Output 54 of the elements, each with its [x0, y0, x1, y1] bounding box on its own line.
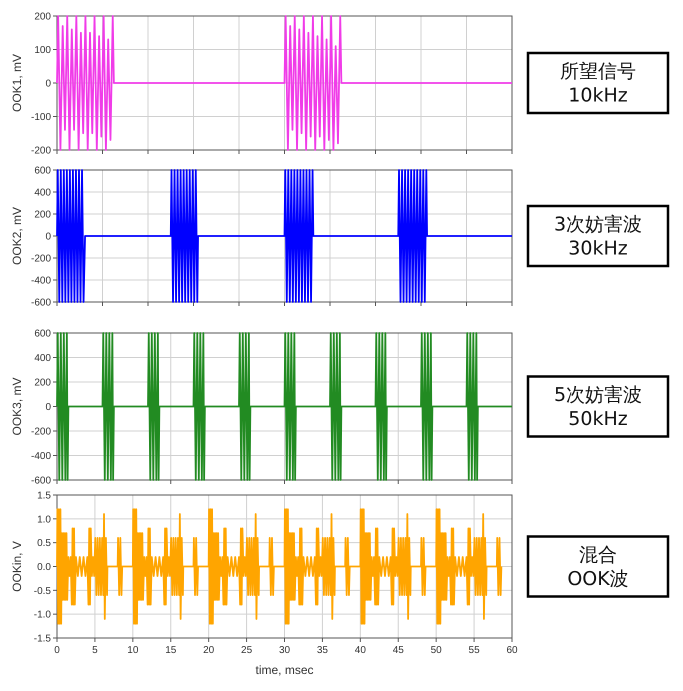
y-axis-title: OOK2, mV: [10, 206, 24, 266]
y-tick-label: 200: [34, 378, 52, 388]
y-tick-label: 0.0: [37, 562, 52, 573]
line-series: [56, 508, 502, 625]
text: 30kHz: [568, 238, 628, 260]
x-tick-label: 55: [468, 645, 480, 656]
y-tick-label: -400: [30, 451, 52, 462]
y-tick-label: -200: [30, 146, 52, 156]
y-tick-label: -600: [30, 298, 52, 308]
x-tick-label: 20: [203, 645, 215, 656]
line-series: [56, 15, 513, 151]
text: 3次妨害波: [554, 214, 642, 236]
text: 50kHz: [568, 408, 628, 430]
x-tick-label: 30: [278, 645, 290, 656]
y-tick-label: 200: [34, 210, 52, 220]
x-tick-label: 50: [430, 645, 442, 656]
x-tick-label: 5: [92, 645, 98, 656]
y-tick-label: 100: [34, 45, 52, 56]
x-axis-title: time, msec: [255, 663, 314, 677]
x-tick-label: 10: [127, 645, 139, 656]
y-axis-title: OOKin, V: [10, 541, 24, 592]
y-tick-label: 200: [34, 12, 52, 22]
x-tick-label: 45: [392, 645, 404, 656]
text: 5次妨害波: [554, 384, 642, 406]
y-tick-label: 400: [34, 353, 52, 364]
text: OOK波: [567, 568, 629, 590]
y-tick-label: 600: [34, 328, 52, 340]
y-tick-label: -1.0: [34, 610, 52, 621]
y-tick-label: -0.5: [34, 586, 52, 597]
x-tick-label: 35: [316, 645, 328, 656]
text: 混合: [579, 544, 617, 566]
y-tick-label: 0: [45, 232, 52, 242]
y-tick-label: 1.5: [37, 490, 52, 502]
y-tick-label: -100: [30, 112, 52, 123]
text: 所望信号: [560, 60, 636, 83]
x-tick-label: 15: [165, 645, 177, 656]
y-tick-label: 1.0: [37, 514, 52, 526]
text: 10kHz: [568, 84, 628, 107]
x-tick-label: 25: [241, 645, 253, 656]
y-tick-label: 600: [34, 166, 52, 176]
y-tick-label: 0: [45, 402, 52, 413]
x-tick-label: 40: [354, 645, 366, 656]
y-tick-label: -200: [30, 426, 52, 438]
y-tick-label: -600: [30, 476, 52, 486]
x-tick-label: 0: [54, 645, 60, 656]
x-tick-label: 60: [506, 645, 518, 656]
y-axis-title: OOK3, mV: [10, 377, 24, 436]
y-tick-label: -200: [30, 254, 52, 264]
y-axis-title: OOK1, mV: [10, 54, 24, 112]
y-tick-label: -1.5: [34, 634, 52, 644]
y-tick-label: -400: [30, 276, 52, 286]
y-tick-label: 400: [34, 188, 52, 198]
y-tick-label: 0.5: [37, 538, 52, 550]
y-tick-label: 0: [45, 78, 52, 90]
